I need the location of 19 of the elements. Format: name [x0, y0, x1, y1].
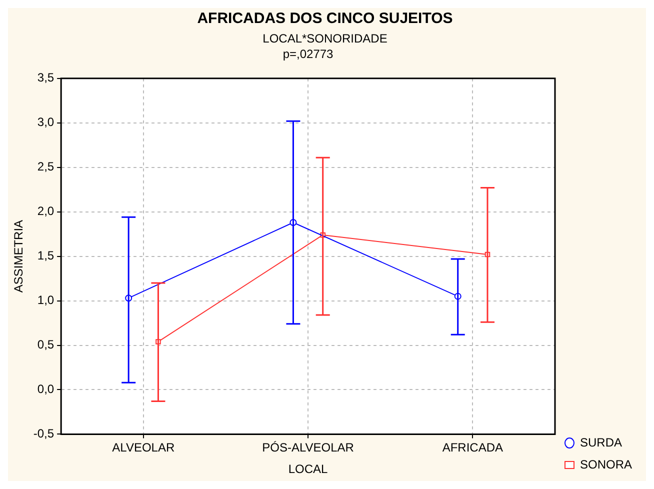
x-axis-title: LOCAL	[288, 462, 328, 476]
y-tick-label: 2,5	[37, 160, 54, 174]
y-tick-label: -0,5	[33, 426, 54, 441]
y-tick-label: 3,5	[37, 70, 54, 85]
x-tick-label: PÓS-ALVEOLAR	[262, 440, 354, 455]
y-tick-label: 2,0	[37, 204, 54, 218]
chart-subtitle: LOCAL*SONORIDADE	[262, 32, 388, 46]
y-tick-label: 1,0	[37, 293, 54, 308]
chart-title: AFRICADAS DOS CINCO SUJEITOS	[197, 10, 453, 28]
y-tick-label: 0,5	[37, 338, 54, 352]
x-tick-label: ALVEOLAR	[112, 440, 175, 455]
legend-label: SURDA	[580, 435, 622, 450]
x-tick-label: AFRICADA	[442, 440, 504, 455]
y-tick-label: 0,0	[37, 382, 54, 396]
y-axis-title: ASSIMETRIA	[12, 220, 26, 293]
y-tick-label: 1,5	[37, 248, 54, 263]
text: p=,02773	[282, 47, 334, 61]
legend-label: SONORA	[580, 457, 632, 472]
y-tick-label: 3,0	[37, 115, 54, 130]
